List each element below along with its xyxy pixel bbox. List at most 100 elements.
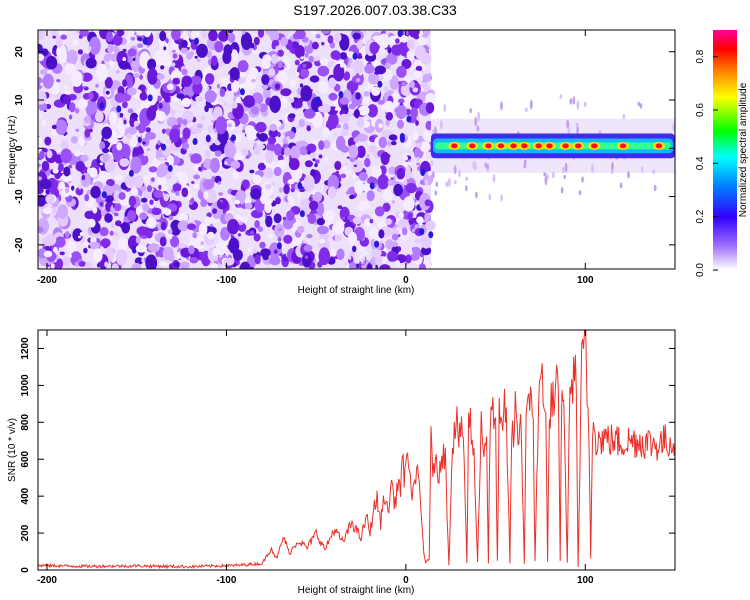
noise-blob [236,203,242,208]
noise-blob [69,114,73,120]
noise-blob [198,166,203,172]
noise-blob [107,43,114,54]
noise-blob [356,145,366,158]
noise-blob [63,85,68,89]
noise-blob [99,162,104,166]
noise-blob [308,196,313,202]
signal-speckle [524,107,528,113]
noise-blob [191,181,195,184]
noise-blob [290,145,301,160]
noise-blob [371,88,380,96]
noise-blob [294,100,303,109]
noise-blob [346,156,350,159]
noise-blob [277,60,283,69]
noise-blob [366,154,370,158]
snr-y-tick-label: 800 [20,414,31,431]
noise-blob [300,85,313,102]
noise-blob [116,118,124,127]
signal-hot-spot [562,143,569,149]
noise-blob [122,79,128,88]
noise-blob [166,116,178,128]
spectrogram-y-tick-label: -10 [14,189,25,204]
noise-blob [215,241,227,256]
noise-blob [230,160,241,169]
noise-blob [336,248,345,260]
noise-blob [118,192,126,200]
noise-blob [122,57,126,62]
noise-blob [248,152,252,157]
noise-blob [324,156,329,162]
noise-blob [145,254,158,269]
noise-blob [193,174,201,180]
noise-blob [163,94,171,103]
spectrogram-signal-band [430,94,675,202]
noise-blob [257,162,266,171]
noise-blob [385,111,393,121]
noise-blob [83,86,87,89]
noise-blob [133,175,144,189]
noise-blob [176,251,182,260]
noise-blob [367,140,371,145]
spectrogram-y-tick-label: 0 [14,145,25,151]
noise-blob [147,68,158,85]
noise-blob [181,68,188,76]
noise-blob [356,116,365,128]
snr-x-tick-label: 100 [577,575,594,586]
noise-blob [72,206,76,210]
noise-blob [372,264,376,269]
noise-blob-dark [420,168,426,176]
noise-blob [396,65,407,78]
noise-blob [257,226,263,232]
noise-blob [55,36,63,48]
noise-blob [269,256,281,266]
noise-blob [66,241,77,254]
noise-blob [45,194,55,204]
noise-blob [122,101,128,109]
noise-blob [102,153,110,162]
noise-blob [267,197,273,204]
noise-blob [128,195,137,207]
noise-blob [218,30,229,42]
noise-blob [178,243,187,249]
signal-speckle [572,96,576,105]
noise-blob [145,132,157,140]
noise-blob [410,107,419,119]
noise-blob [98,170,110,183]
noise-blob-dark [192,138,198,145]
noise-blob [115,249,128,266]
noise-blob [78,261,87,267]
noise-blob [205,226,217,235]
noise-blob [417,36,427,46]
noise-blob [62,256,71,267]
noise-blob [267,136,277,145]
noise-blob [160,184,168,191]
noise-blob [313,56,320,62]
signal-speckle [453,165,457,175]
noise-blob [241,148,249,157]
snr-frame [37,329,676,571]
noise-blob [384,100,394,114]
noise-blob [269,30,280,42]
signal-speckle [569,98,573,105]
snr-x-tick-label: -200 [37,575,57,586]
noise-blob [157,140,161,146]
noise-blob [244,125,255,136]
noise-blob [95,83,99,88]
noise-blob [318,247,331,266]
noise-blob [141,197,148,203]
noise-blob [371,165,382,180]
noise-blob [215,116,228,135]
signal-speckle [488,193,492,201]
noise-blob [182,118,188,126]
noise-blob [239,70,247,78]
noise-blob [38,113,43,118]
noise-blob [228,32,236,43]
noise-blob [250,188,262,200]
noise-blob [218,192,223,196]
noise-blob [131,245,137,254]
noise-blob [146,148,151,151]
noise-blob-dark [315,96,321,104]
noise-blob [377,174,389,190]
noise-blob [424,179,429,186]
noise-blob [387,47,392,54]
